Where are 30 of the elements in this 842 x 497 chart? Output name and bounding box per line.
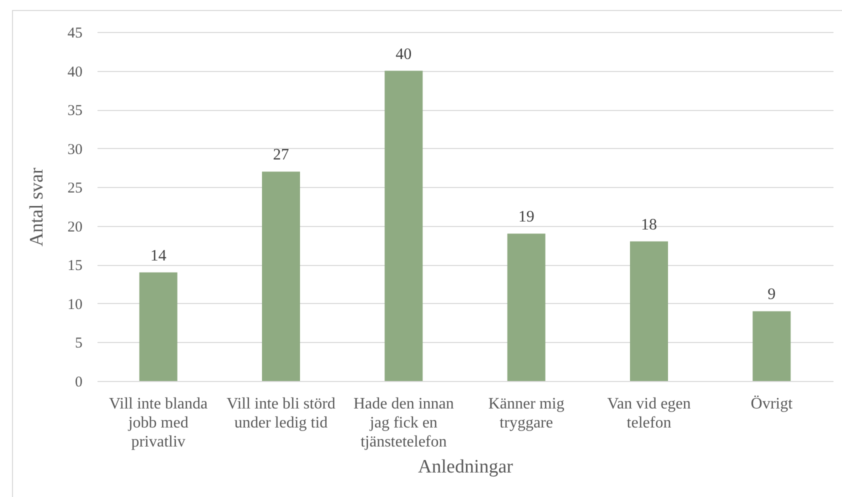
x-tick-label: Övrigt [750,396,794,412]
bar [384,70,423,381]
x-tick-label: Hade den innan jag fick en tjänstetelefon [353,396,454,450]
x-tick-label: Känner mig tryggare [488,396,564,432]
x-axis-title: Anledningar [418,456,514,478]
bar [139,272,178,381]
y-tick-label: 5 [75,336,82,352]
bar [507,234,546,381]
data-label: 40 [396,46,412,63]
data-label: 9 [768,286,776,304]
x-tick-label: Vill inte bli störd under ledig tid [226,396,336,432]
y-tick-label: 30 [68,142,82,158]
y-axis-title: Antal svar [26,167,48,246]
bar [262,172,300,381]
data-label: 27 [273,146,289,164]
data-label: 18 [641,216,657,234]
y-tick-label: 20 [68,219,82,236]
y-tick-label: 10 [68,296,82,313]
data-label: 14 [150,247,166,264]
y-tick-label: 25 [68,180,82,197]
x-tick-label: Van vid egen telefon [607,396,691,432]
x-tick-label: Vill inte blanda jobb med privatliv [109,396,208,450]
y-tick-label: 40 [68,64,82,80]
bar [752,311,791,381]
y-tick-label: 45 [68,26,82,42]
y-tick-label: 35 [68,103,82,120]
bar [630,241,668,381]
y-tick-label: 15 [68,258,82,274]
data-label: 19 [518,208,534,226]
y-tick-label: 0 [75,374,82,390]
